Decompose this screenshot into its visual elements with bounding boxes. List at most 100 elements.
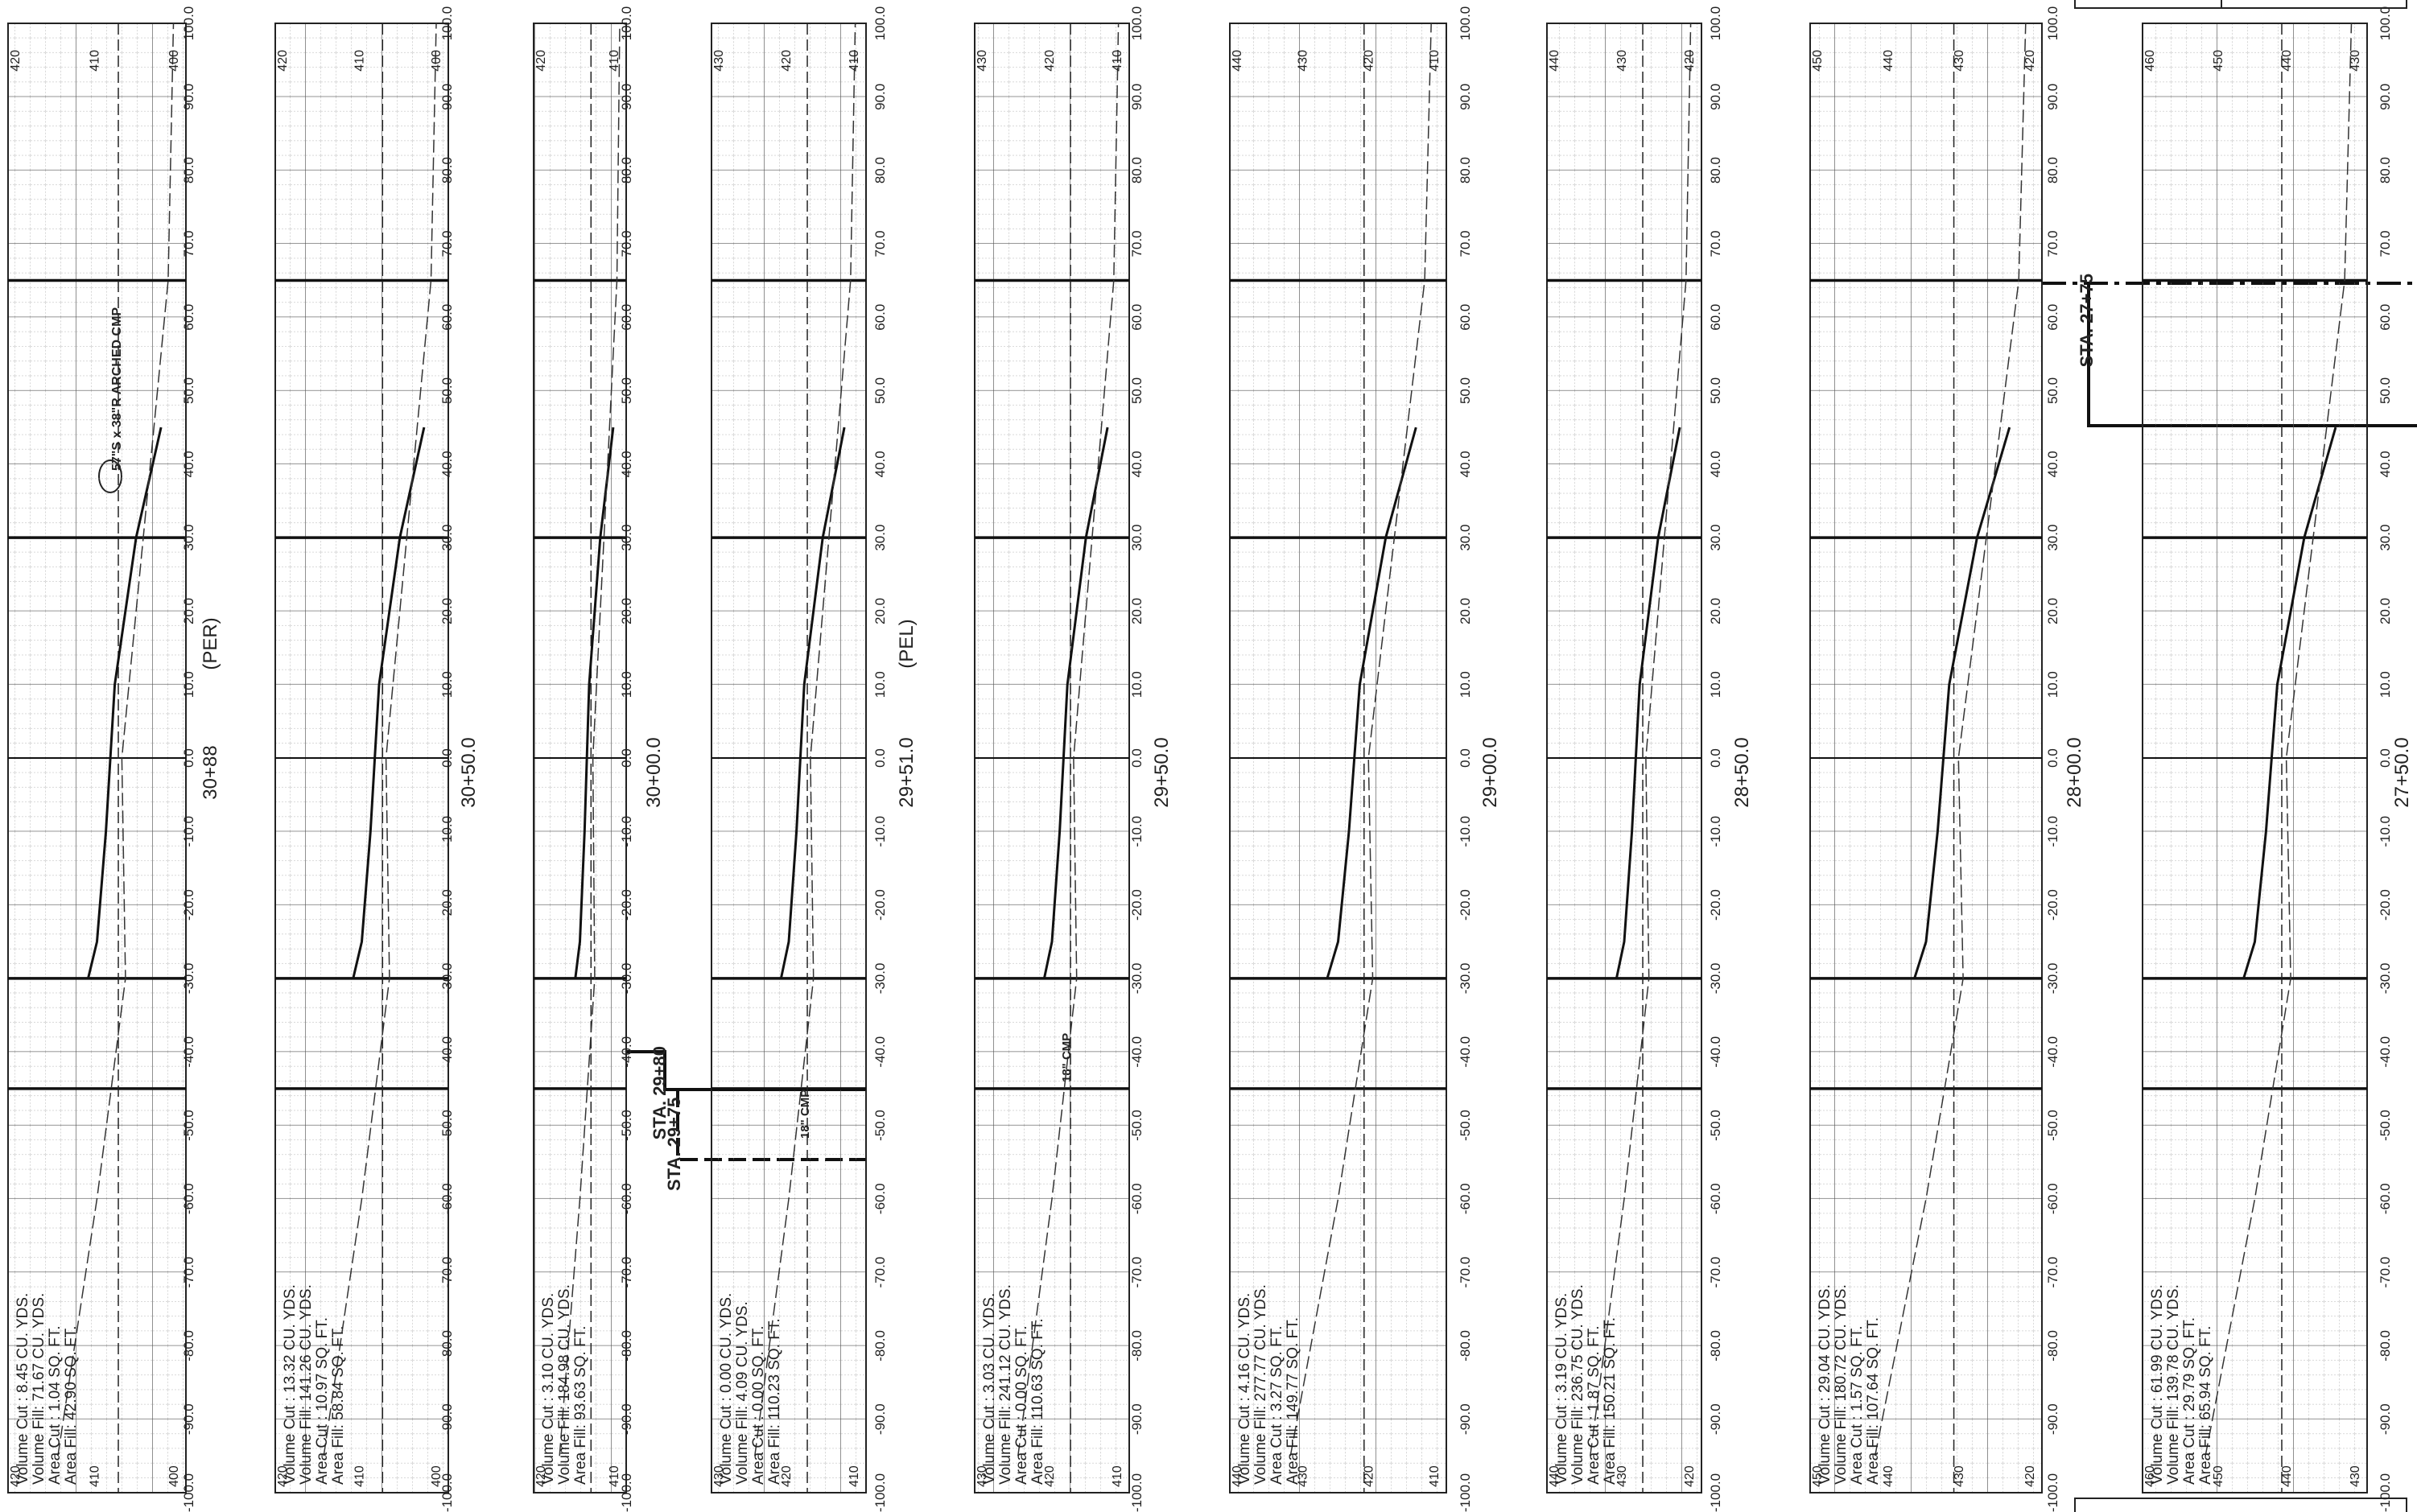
offset-label: -50.0 [181,1110,196,1141]
quantity: Area Cut : 10.97 SQ. FT. [314,1317,331,1485]
offset-label: 60.0 [872,304,888,331]
station-label: 29+50.0 [1151,737,1173,807]
quantity: Area Cut : 29.79 SQ. FT. [2181,1317,2198,1485]
quantity: Area Fill: 65.94 SQ. FT. [2197,1326,2214,1485]
ground-line [323,23,437,1456]
ground-line [57,23,175,1456]
elevation-label: 450 [2212,1465,2225,1487]
offset-label: 100.0 [2045,6,2060,41]
quantity: Volume Cut : 29.04 CU. YDS. [1817,1284,1833,1485]
offset-label: -80.0 [439,1330,455,1362]
offset-label: -100.0 [1458,1473,1473,1512]
quantity: Volume Cut : 3.19 CU. YDS. [1553,1293,1570,1485]
quantity: Volume Cut : 0.00 CU. YDS. [718,1293,735,1485]
offset-label: 20.0 [2378,598,2393,624]
offset-label: -10.0 [2378,816,2393,847]
station-note: (PEL) [896,619,918,668]
offset-label: 60.0 [1458,304,1473,331]
offset-label: 30.0 [1708,525,1723,551]
offset-label: 0.0 [1458,748,1473,768]
quantity: Volume Fill: 236.75 CU. YDS. [1569,1284,1586,1485]
elevation-label: 410 [1428,50,1442,72]
offset-label: 100.0 [1708,6,1723,41]
offset-label: 100.0 [2378,6,2393,41]
quantity: Area Fill: 149.77 SQ. FT. [1285,1317,1301,1485]
elevation-label: 420 [534,1465,548,1487]
offset-label: 90.0 [1129,84,1145,110]
offset-label: 10.0 [439,671,455,698]
elevation-label: 450 [1811,50,1825,72]
elevation-label: 420 [1362,50,1376,72]
offset-label: -30.0 [2045,963,2060,995]
offset-label: 0.0 [181,748,196,768]
offset-label: 80.0 [439,157,455,183]
offset-label: 60.0 [2045,304,2060,331]
elevation-label: 430 [1615,50,1629,72]
elevation-label: 420 [1043,1465,1057,1487]
offset-label: -90.0 [1129,1403,1145,1435]
offset-label: 20.0 [2045,598,2060,624]
offset-label: -90.0 [872,1403,888,1435]
elevation-label: 410 [608,50,621,72]
elevation-label: 410 [608,1465,621,1487]
quantity: Volume Cut : 3.03 CU. YDS. [981,1293,998,1485]
elevation-label: 440 [1882,1465,1895,1487]
elevation-label: 440 [1548,1465,1561,1487]
offset-label: -100.0 [2045,1473,2060,1512]
offset-label: 70.0 [2378,230,2393,257]
offset-label: -50.0 [1129,1110,1145,1141]
offset-label: -70.0 [439,1257,455,1288]
offset-label: 100.0 [181,6,196,41]
quantity: Area Cut : 0.00 SQ. FT. [1013,1326,1030,1485]
offset-label: 20.0 [1129,598,1145,624]
elevation-label: 420 [9,50,23,72]
elevation-label: 420 [1683,1465,1697,1487]
offset-label: -60.0 [1458,1183,1473,1214]
quantity: Area Fill: 42.90 SQ. FT. [63,1326,80,1485]
offset-label: -40.0 [872,1036,888,1068]
elevation-label: 420 [9,1465,23,1487]
offset-label: -80.0 [2378,1330,2393,1362]
annotation: 18" CMP [1060,1033,1074,1082]
offset-label: 90.0 [872,84,888,110]
offset-label: 70.0 [619,230,634,257]
ground-line [2205,23,2353,1456]
quantity: Area Cut : 3.27 SQ. FT. [1268,1326,1285,1485]
annotation: STA. 29+75 [664,1098,684,1191]
offset-label: 30.0 [2378,525,2393,551]
elevation-label: 430 [975,1465,989,1487]
offset-label: 40.0 [1129,451,1145,477]
offset-label: 0.0 [2045,748,2060,768]
elevation-label: 440 [2280,50,2294,72]
annotation: STA. 29+80 [650,1046,670,1139]
elevation-label: 420 [1362,1465,1376,1487]
offset-label: 30.0 [619,525,634,551]
elevation-label: 420 [534,50,548,72]
quantity: Volume Fill: 4.09 CU. YDS. [734,1301,751,1485]
elevation-label: 410 [353,50,367,72]
offset-label: -50.0 [872,1110,888,1141]
offset-label: -90.0 [1708,1403,1723,1435]
quantity: Volume Cut : 3.10 CU. YDS. [540,1293,557,1485]
offset-label: -50.0 [619,1110,634,1141]
elevation-label: 430 [975,50,989,72]
offset-label: 70.0 [1708,230,1723,257]
quantity: Area Fill: 110.23 SQ. FT. [766,1318,783,1485]
offset-label: -20.0 [1458,889,1473,921]
offset-label: 80.0 [181,157,196,183]
offset-label: -10.0 [181,816,196,847]
station-label: 30+00.0 [643,737,665,807]
offset-label: -90.0 [1458,1403,1473,1435]
quantity: Volume Fill: 184.98 CU. YDS. [556,1284,573,1485]
quantity: Volume Cut : 4.16 CU. YDS. [1236,1293,1253,1485]
design-line [1042,426,1109,979]
offset-label: 90.0 [1708,84,1723,110]
quantity: Volume Fill: 241.12 CU. YDS. [997,1284,1014,1485]
offset-label: -80.0 [1708,1330,1723,1362]
offset-label: 100.0 [439,6,455,41]
elevation-label: 400 [167,1465,181,1487]
offset-label: -100.0 [1708,1473,1723,1512]
offset-label: 80.0 [872,157,888,183]
offset-label: -100.0 [1129,1473,1145,1512]
